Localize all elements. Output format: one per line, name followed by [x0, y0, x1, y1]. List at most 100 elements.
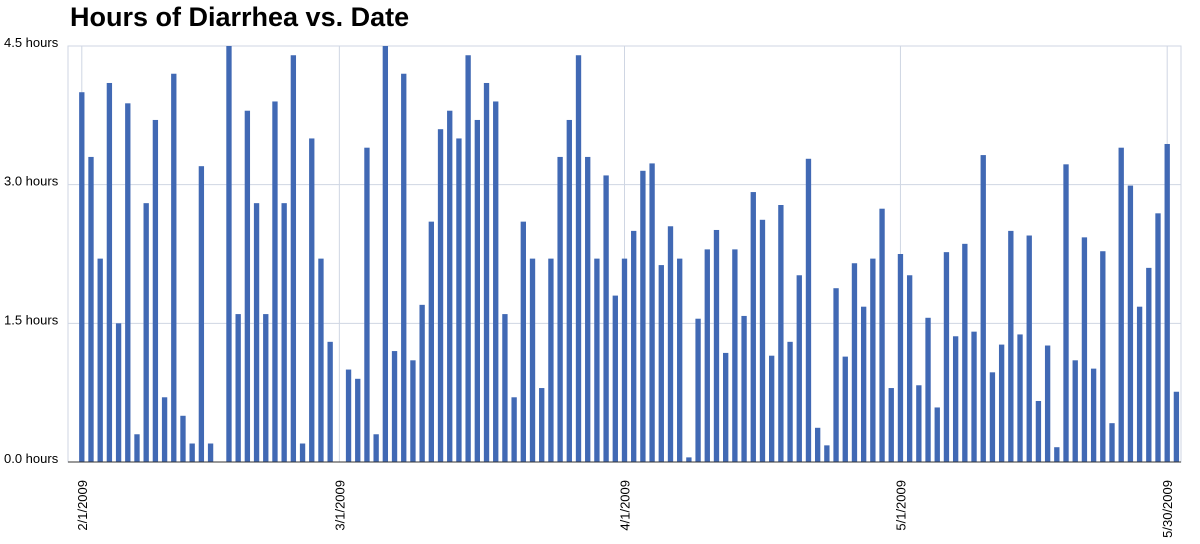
y-tick-label: 4.5 hours [4, 35, 59, 50]
bar [897, 254, 904, 462]
bar [327, 341, 333, 462]
bar [916, 385, 922, 462]
bar [1044, 345, 1051, 462]
bar [474, 119, 480, 462]
bar [1090, 368, 1097, 462]
bar [437, 129, 444, 462]
bar [713, 229, 720, 462]
bar [750, 192, 756, 462]
bar [152, 119, 159, 462]
bar [962, 243, 968, 462]
bar [603, 175, 609, 462]
bar [318, 258, 324, 462]
bar [244, 110, 251, 462]
bar [1127, 185, 1134, 462]
bar [502, 314, 508, 462]
bar [511, 397, 517, 462]
bar [1017, 334, 1023, 462]
bar [566, 119, 572, 462]
bar [677, 258, 683, 462]
y-tick-label: 3.0 hours [4, 174, 59, 189]
axis-layer: 0.0 hours 1.5 hours 3.0 hours 4.5 hours 2/1/… [4, 35, 1181, 538]
bar [594, 258, 600, 462]
bar [447, 110, 453, 462]
bar [989, 372, 996, 462]
bar [428, 221, 435, 462]
x-tick-label: 5/1/2009 [893, 480, 908, 531]
bar [115, 323, 122, 462]
bar [529, 258, 536, 462]
bar [851, 263, 858, 462]
bar [253, 203, 260, 462]
y-tick-label: 1.5 hours [4, 312, 59, 327]
bar [557, 156, 563, 462]
x-tick-label: 5/30/2009 [1160, 480, 1175, 538]
bar [980, 155, 986, 462]
bar [1136, 306, 1143, 462]
x-tick-label: 4/1/2009 [618, 480, 633, 531]
bar [796, 275, 802, 462]
bar [401, 73, 407, 462]
bar-layer [79, 46, 1180, 463]
bar [842, 356, 848, 462]
bar [631, 230, 637, 462]
bar [143, 203, 149, 462]
y-tick-label: 0.0 hours [4, 451, 59, 466]
bar [382, 46, 389, 462]
bar [759, 219, 766, 462]
bar [621, 258, 628, 462]
bar [1100, 251, 1106, 462]
bar [1109, 423, 1115, 462]
bar [189, 443, 195, 462]
bar [207, 443, 214, 462]
bar [870, 258, 876, 462]
bar [548, 258, 554, 462]
bar [125, 103, 131, 462]
bar [180, 415, 186, 462]
bar [612, 295, 618, 462]
bar [419, 304, 425, 462]
bar [723, 352, 729, 462]
bar [290, 55, 297, 462]
bar [943, 252, 950, 462]
bar [198, 166, 205, 462]
bar [1155, 213, 1161, 462]
bar [575, 55, 582, 462]
bar [1118, 147, 1124, 462]
bar [824, 445, 830, 462]
bar [235, 314, 241, 462]
bar [364, 147, 370, 462]
bar [805, 158, 812, 462]
bar [778, 205, 784, 462]
bar [520, 221, 526, 462]
bar [667, 226, 674, 462]
bar [79, 92, 85, 462]
bar [272, 101, 278, 462]
bar [1164, 143, 1170, 463]
bar [658, 265, 664, 462]
bar [539, 388, 545, 462]
bar [299, 443, 306, 462]
bar [88, 156, 94, 462]
bar [640, 170, 646, 463]
bar [456, 138, 462, 462]
bar [906, 275, 913, 462]
bar [161, 397, 168, 462]
bar [833, 288, 839, 462]
bar [732, 249, 738, 462]
bar [373, 434, 379, 462]
bar [1081, 237, 1088, 462]
bar [971, 331, 977, 462]
bar [106, 82, 113, 462]
bar [465, 55, 471, 462]
bar [281, 203, 287, 462]
bar [391, 351, 398, 462]
bar [934, 407, 940, 462]
bar [787, 341, 793, 462]
bar [998, 344, 1005, 462]
bar [695, 318, 701, 462]
bar [355, 378, 361, 462]
bar [1035, 400, 1042, 462]
bar [952, 336, 959, 462]
